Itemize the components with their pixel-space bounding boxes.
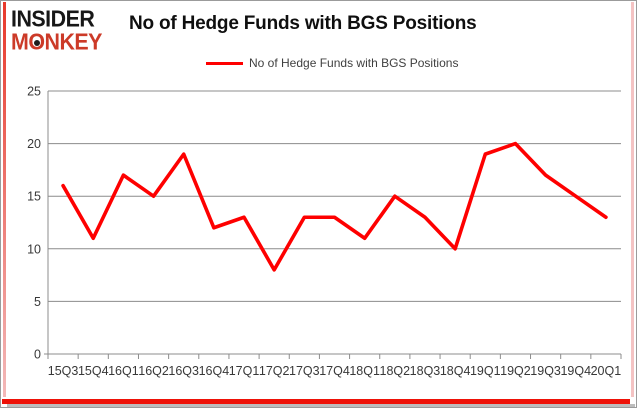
x-axis-tick-label: 19Q1: [470, 364, 501, 378]
x-axis-tick-label: 15Q3: [48, 364, 79, 378]
y-axis-tick-label: 10: [27, 242, 41, 256]
monkey-o-dot-icon: [34, 40, 40, 46]
x-axis-tick-label: 16Q2: [138, 364, 169, 378]
y-axis-tick-label: 25: [27, 85, 41, 99]
x-axis-tick-label: 17Q1: [229, 364, 260, 378]
card-bottom-shadow: [7, 404, 635, 407]
legend: No of Hedge Funds with BGS Positions: [206, 55, 458, 71]
x-axis-tick-label: 18Q3: [410, 364, 441, 378]
x-axis-tick-label: 19Q2: [500, 364, 531, 378]
logo-insider-text: INSIDER: [11, 6, 95, 32]
x-axis-tick-label: 19Q3: [530, 364, 561, 378]
logo-monkey-text: MONKEY: [11, 29, 102, 55]
y-axis-tick-label: 5: [34, 295, 41, 309]
x-axis-tick-label: 20Q1: [591, 364, 622, 378]
y-axis-tick-label: 20: [27, 137, 41, 151]
x-axis-tick-label: 16Q3: [168, 364, 199, 378]
card-left-border: [3, 2, 6, 397]
x-axis-tick-label: 18Q4: [440, 364, 471, 378]
x-axis-tick-label: 17Q3: [289, 364, 320, 378]
x-axis-tick-label: 18Q2: [380, 364, 411, 378]
card-right-border: [631, 2, 634, 397]
x-axis-tick-label: 16Q1: [108, 364, 139, 378]
y-axis-tick-label: 0: [34, 348, 41, 362]
x-axis-tick-label: 17Q4: [319, 364, 350, 378]
x-axis-tick-label: 17Q2: [259, 364, 290, 378]
series-line: [61, 141, 608, 272]
legend-label: No of Hedge Funds with BGS Positions: [249, 56, 459, 70]
x-axis-tick-label: 15Q4: [78, 364, 109, 378]
y-axis-tick-label: 15: [27, 190, 41, 204]
x-axis-tick-label: 16Q4: [199, 364, 230, 378]
chart-title: No of Hedge Funds with BGS Positions: [129, 13, 477, 34]
legend-line-swatch: [206, 61, 243, 65]
x-axis-tick-label: 19Q4: [560, 364, 591, 378]
card-bottom-border: [2, 399, 630, 404]
insider-monkey-logo: INSIDER MONKEY: [11, 6, 121, 56]
x-axis-tick-label: 18Q1: [349, 364, 380, 378]
